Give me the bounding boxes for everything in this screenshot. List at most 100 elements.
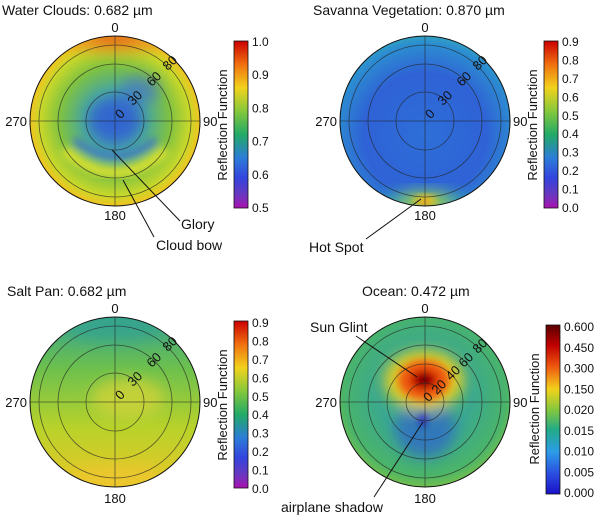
annotations: Sun Glint airplane shadow bbox=[281, 319, 424, 515]
colorbar: 0.9 0.8 0.7 0.6 0.5 0.4 0.3 0.2 0.1 0.0 Reflectio… bbox=[525, 35, 579, 215]
plot-border bbox=[29, 35, 201, 207]
annotation-sun-glint: Sun Glint bbox=[310, 319, 368, 335]
colorbar-tick-label: 0.4 bbox=[252, 408, 269, 422]
direction-label: 0 bbox=[421, 20, 428, 35]
direction-label: 180 bbox=[414, 208, 436, 223]
colorbar-ticks: 0.600 0.450 0.300 0.150 0.020 0.015 0.010 0.005… bbox=[564, 320, 594, 500]
colorbar-tick-label: 0.1 bbox=[252, 464, 269, 478]
annotation-hot-spot: Hot Spot bbox=[309, 239, 364, 255]
polar-plot: 0 90 180 270 0 20 40 60 80 bbox=[315, 301, 527, 506]
colorbar-tick-label: 0.7 bbox=[252, 353, 269, 367]
colorbar-tick-label: 0.8 bbox=[252, 101, 269, 115]
annotation-leader bbox=[373, 421, 424, 498]
direction-label: 270 bbox=[5, 395, 27, 410]
direction-label: 90 bbox=[203, 395, 217, 410]
polar-grid bbox=[30, 36, 200, 206]
colorbar-tick-label: 0.020 bbox=[564, 403, 594, 417]
polar-plot: 0 90 180 270 0 30 60 80 bbox=[5, 301, 217, 506]
direction-label: 270 bbox=[315, 114, 337, 129]
colorbar-tick-label: 0.5 bbox=[562, 109, 579, 123]
panel-salt-pan: Salt Pan: 0.682 µm 0 90 180 270 bbox=[5, 283, 269, 506]
panel-title: Water Clouds: 0.682 µm bbox=[2, 2, 153, 18]
colorbar-label: Reflection Function bbox=[215, 349, 230, 460]
colorbar-tick-label: 0.010 bbox=[564, 445, 594, 459]
direction-label: 90 bbox=[513, 395, 527, 410]
annotations: Hot Spot bbox=[309, 198, 422, 255]
colorbar-ticks: 1.0 0.9 0.8 0.7 0.6 0.5 bbox=[252, 35, 269, 215]
colorbar-tick-label: 0.450 bbox=[564, 341, 594, 355]
panel-title: Ocean: 0.472 µm bbox=[362, 283, 470, 299]
colorbar-tick-label: 0.5 bbox=[252, 201, 269, 215]
colorbar-tick-label: 0.6 bbox=[252, 371, 269, 385]
colorbar-tick-label: 0.7 bbox=[562, 72, 579, 86]
colorbar-tick-label: 0.6 bbox=[252, 168, 269, 182]
colorbar-tick-label: 0.150 bbox=[564, 382, 594, 396]
polar-grid bbox=[30, 317, 200, 487]
colorbar-tick-label: 0.7 bbox=[252, 135, 269, 149]
annotations: Glory Cloud bow bbox=[111, 149, 223, 253]
colorbar-tick-label: 0.3 bbox=[252, 427, 269, 441]
direction-label: 0 bbox=[421, 301, 428, 316]
colorbar-tick-label: 0.6 bbox=[562, 90, 579, 104]
direction-label: 270 bbox=[315, 395, 337, 410]
direction-label: 180 bbox=[414, 491, 436, 506]
colorbar-tick-label: 0.1 bbox=[562, 183, 579, 197]
colorbar-tick-label: 0.300 bbox=[564, 362, 594, 376]
annotation-leader bbox=[111, 149, 181, 222]
annotation-leader bbox=[122, 179, 155, 238]
colorbar-tick-label: 0.4 bbox=[562, 127, 579, 141]
annotation-airplane-shadow: airplane shadow bbox=[281, 499, 384, 515]
colorbar-tick-label: 0.3 bbox=[562, 146, 579, 160]
plot-border bbox=[339, 35, 511, 207]
annotation-leader bbox=[355, 335, 418, 378]
colorbar-tick-label: 0.000 bbox=[564, 486, 594, 500]
direction-label: 180 bbox=[104, 491, 126, 506]
panel-savanna-vegetation: Savanna Vegetation: 0.870 µm bbox=[309, 2, 579, 255]
annotation-cloud-bow: Cloud bow bbox=[156, 237, 223, 253]
colorbar-scale bbox=[233, 320, 249, 489]
colorbar-tick-label: 0.015 bbox=[564, 424, 594, 438]
polar-grid bbox=[340, 36, 510, 206]
panel-ocean: Ocean: 0.472 µm bbox=[281, 283, 594, 515]
colorbar-tick-label: 0.9 bbox=[252, 316, 269, 330]
colorbar-tick-label: 0.2 bbox=[562, 164, 579, 178]
panel-water-clouds: Water Clouds: 0.682 µm bbox=[2, 2, 269, 253]
direction-label: 90 bbox=[203, 114, 217, 129]
colorbar-tick-label: 0.9 bbox=[562, 35, 579, 49]
colorbar: 0.9 0.8 0.7 0.6 0.5 0.4 0.3 0.2 0.1 0.0 Reflectio… bbox=[215, 316, 269, 496]
direction-label: 180 bbox=[104, 208, 126, 223]
colorbar-ticks: 0.9 0.8 0.7 0.6 0.5 0.4 0.3 0.2 0.1 0.0 bbox=[562, 35, 579, 215]
direction-label: 0 bbox=[111, 20, 118, 35]
colorbar-scale bbox=[543, 40, 559, 209]
panel-title: Salt Pan: 0.682 µm bbox=[7, 283, 126, 299]
colorbar-tick-label: 0.005 bbox=[564, 465, 594, 479]
plot-border bbox=[29, 316, 201, 488]
colorbar-scale bbox=[545, 324, 561, 495]
colorbar-scale bbox=[233, 40, 249, 209]
colorbar-tick-label: 0.8 bbox=[562, 53, 579, 67]
direction-label: 90 bbox=[513, 114, 527, 129]
colorbar-tick-label: 0.5 bbox=[252, 390, 269, 404]
plot-border bbox=[339, 316, 511, 488]
colorbar-tick-label: 0.2 bbox=[252, 445, 269, 459]
colorbar-tick-label: 1.0 bbox=[252, 35, 269, 49]
colorbar-label: Reflection Function bbox=[215, 69, 230, 180]
colorbar-label: Reflection Function bbox=[525, 69, 540, 180]
polar-plot: 0 90 180 270 0 30 60 80 bbox=[315, 20, 527, 223]
colorbar-tick-label: 0.0 bbox=[252, 482, 269, 496]
panel-title: Savanna Vegetation: 0.870 µm bbox=[313, 2, 505, 18]
colorbar-tick-label: 0.600 bbox=[564, 320, 594, 334]
direction-label: 270 bbox=[5, 114, 27, 129]
polar-plot: 0 90 180 270 0 30 60 80 bbox=[5, 20, 217, 223]
polar-grid bbox=[340, 317, 510, 487]
direction-label: 0 bbox=[111, 301, 118, 316]
annotation-leader bbox=[365, 198, 422, 240]
annotation-glory: Glory bbox=[181, 216, 214, 232]
colorbar-tick-label: 0.8 bbox=[252, 334, 269, 348]
colorbar-tick-label: 0.9 bbox=[252, 68, 269, 82]
colorbar-ticks: 0.9 0.8 0.7 0.6 0.5 0.4 0.3 0.2 0.1 0.0 bbox=[252, 316, 269, 496]
colorbar: 0.600 0.450 0.300 0.150 0.020 0.015 0.010 0.005… bbox=[527, 320, 594, 500]
colorbar: 1.0 0.9 0.8 0.7 0.6 0.5 Reflection Function bbox=[215, 35, 269, 215]
colorbar-label: Reflection Function bbox=[527, 353, 542, 464]
